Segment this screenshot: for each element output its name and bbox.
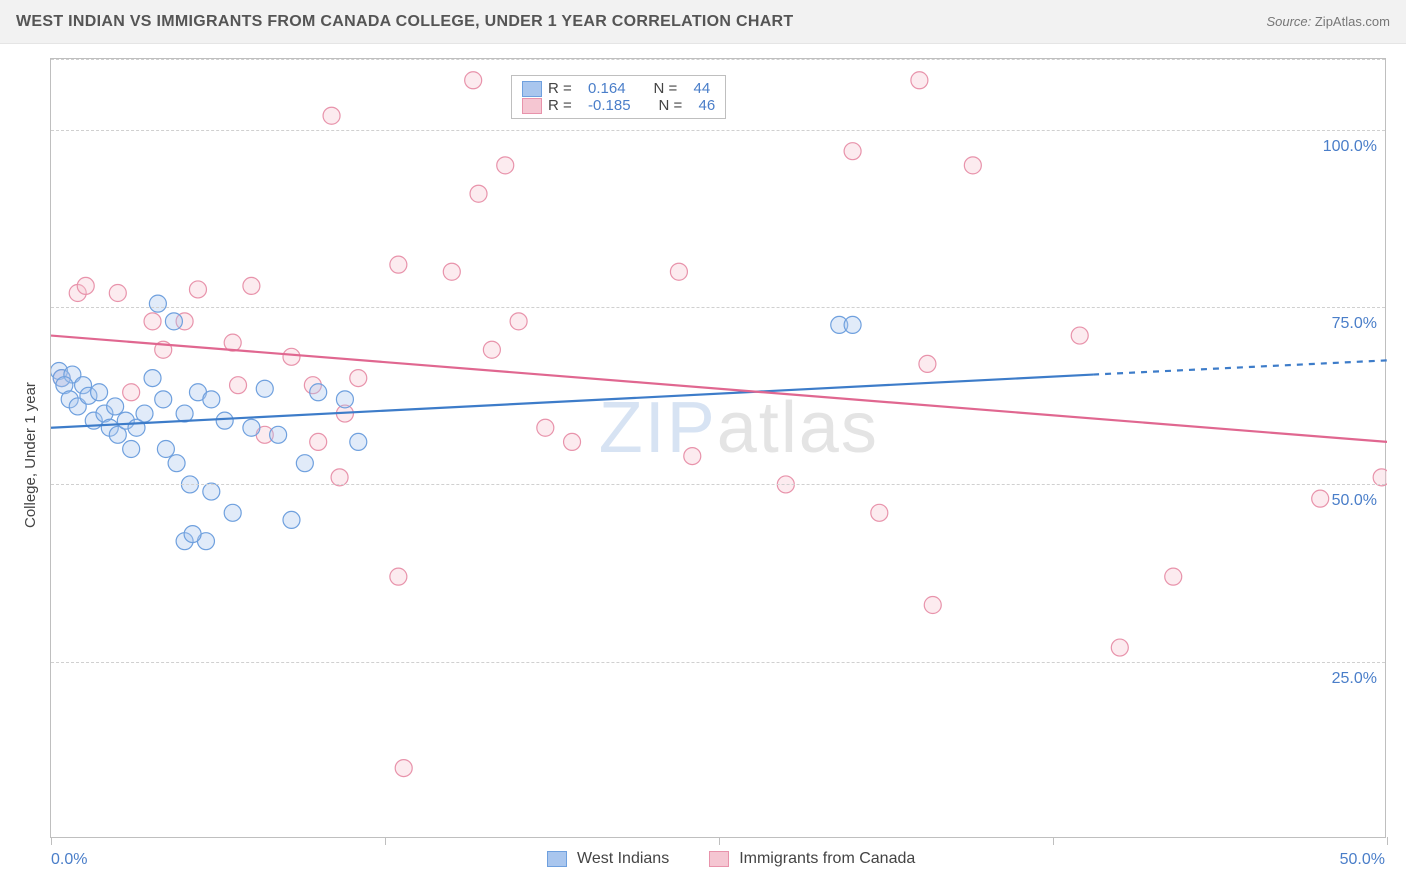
series-name: West Indians <box>577 850 669 868</box>
title-bar: WEST INDIAN VS IMMIGRANTS FROM CANADA CO… <box>0 0 1406 44</box>
legend-n-value: 46 <box>699 97 716 114</box>
source-text: Source: ZipAtlas.com <box>1266 14 1390 29</box>
legend-correlation: R = 0.164 N = 44 R = -0.185 N = 46 <box>511 75 726 119</box>
gridline <box>51 307 1385 308</box>
y-tick-label: 50.0% <box>1332 492 1377 510</box>
gridline <box>51 662 1385 663</box>
legend-r-label: R = <box>548 97 582 114</box>
legend-row: R = 0.164 N = 44 <box>522 80 715 97</box>
legend-swatch <box>522 81 542 97</box>
y-tick-label: 25.0% <box>1332 670 1377 688</box>
series-swatch <box>709 851 729 867</box>
legend-swatch <box>522 98 542 114</box>
legend-series: West Indians Immigrants from Canada <box>547 850 945 868</box>
plot-area: ZIPatlas R = 0.164N = 44R = -0.185N = 46… <box>50 58 1386 838</box>
x-tick <box>385 837 386 845</box>
source-name: ZipAtlas.com <box>1315 14 1390 29</box>
gridline <box>51 130 1385 131</box>
legend-r-value: 0.164 <box>588 80 626 97</box>
gridline <box>51 59 1385 60</box>
y-axis-label: College, Under 1 year <box>22 382 39 528</box>
x-tick <box>719 837 720 845</box>
legend-n-label: N = <box>659 97 693 114</box>
x-tick-label: 0.0% <box>51 851 87 869</box>
gridline <box>51 484 1385 485</box>
chart-title: WEST INDIAN VS IMMIGRANTS FROM CANADA CO… <box>16 13 793 31</box>
series-swatch <box>547 851 567 867</box>
y-tick-label: 100.0% <box>1323 138 1377 156</box>
chart-area: College, Under 1 year ZIPatlas R = 0.164… <box>0 44 1406 892</box>
legend-n-label: N = <box>654 80 688 97</box>
source-prefix: Source: <box>1266 14 1314 29</box>
x-tick <box>51 837 52 845</box>
legend-r-label: R = <box>548 80 582 97</box>
x-tick-label: 50.0% <box>1340 851 1385 869</box>
legend-row: R = -0.185 N = 46 <box>522 97 715 114</box>
x-tick <box>1387 837 1388 845</box>
legend-r-value: -0.185 <box>588 97 631 114</box>
y-tick-label: 75.0% <box>1332 315 1377 333</box>
legend-n-value: 44 <box>694 80 711 97</box>
plot-svg <box>51 59 1387 839</box>
x-tick <box>1053 837 1054 845</box>
series-name: Immigrants from Canada <box>739 850 915 868</box>
